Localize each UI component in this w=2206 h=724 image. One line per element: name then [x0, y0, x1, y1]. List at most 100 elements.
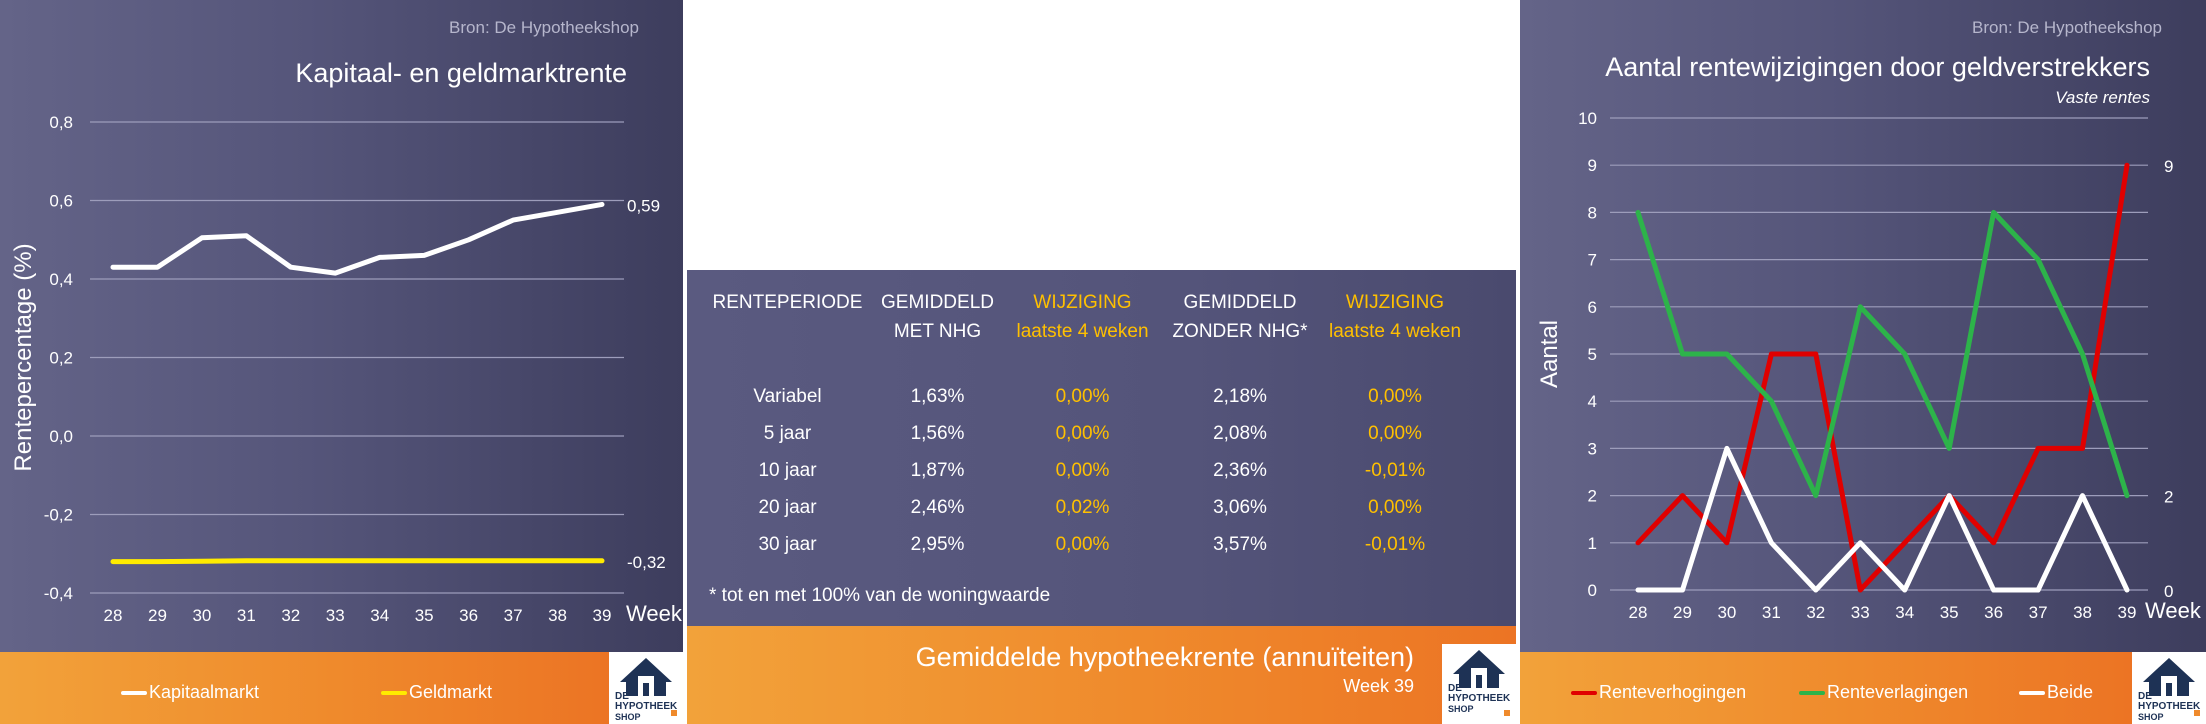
y-tick-label: 4 [1588, 392, 1597, 411]
y-tick-label: 0,2 [49, 349, 73, 368]
y-tick-label: 10 [1578, 109, 1597, 128]
header-wijziging-zonder: WIJZIGING laatste 4 weken [1328, 292, 1462, 342]
x-tick-label: 36 [1984, 603, 2003, 622]
y-tick-label: 0,6 [49, 192, 73, 211]
header-wijziging-met: WIJZIGING laatste 4 weken [1016, 292, 1149, 342]
x-tick-label: 39 [593, 606, 612, 625]
series-line-0 [110, 201, 605, 276]
legend-item-kapitaalmarkt: Kapitaalmarkt [121, 682, 259, 703]
legend-swatch [2019, 691, 2045, 696]
x-tick-label: 37 [504, 606, 523, 625]
mortgage-rate-panel: RENTEPERIODE GEMIDDELD MET NHG WIJZIGING l… [683, 0, 1520, 724]
x-axis-label: Week [626, 601, 683, 626]
x-tick-label: 30 [1717, 603, 1736, 622]
house-logo-icon [2143, 658, 2195, 696]
chart-subtitle: Vaste rentes [2055, 88, 2150, 107]
y-tick-label: 0,4 [49, 270, 73, 289]
hypotheekshop-logo: DE HYPOTHEEK SHOP [1442, 644, 1516, 724]
footnote: * tot en met 100% van de woningwaarde [709, 585, 1051, 606]
x-tick-label: 38 [2073, 603, 2092, 622]
series-line-1 [1635, 209, 2130, 499]
x-tick-label: 28 [104, 606, 123, 625]
y-tick-label: 0,8 [49, 113, 73, 132]
legend-swatch [381, 691, 407, 696]
y-tick-label: 8 [1588, 203, 1597, 222]
legend-bar: Renteverhogingen Renteverlagingen Beide [1520, 652, 2132, 724]
table-row: 5 jaar 1,56% 0,00% 2,08% 0,00% [763, 422, 1422, 444]
hypotheekshop-logo: DE HYPOTHEEK SHOP [609, 652, 683, 724]
series-line-2 [1635, 445, 2130, 593]
legend-item-geldmarkt: Geldmarkt [381, 682, 492, 703]
table-row: Variabel 1,63% 0,00% 2,18% 0,00% [753, 385, 1422, 407]
x-axis-label: Week [2145, 598, 2202, 623]
header-gemiddeld-zonder-nhg: GEMIDDELD ZONDER NHG* [1172, 292, 1308, 342]
series-line-1 [110, 558, 605, 565]
capital-money-market-chart: -0,4 -0,2 0,0 0,2 0,4 0,6 0,8 28 29 30 31 32 33 34 35 3… [10, 113, 683, 626]
table-week: Week 39 [1343, 676, 1414, 696]
x-tick-label: 32 [1806, 603, 1825, 622]
table-row: 30 jaar 2,95% 0,00% 3,57% -0,01% [758, 533, 1426, 555]
header-renteperiode: RENTEPERIODE [712, 292, 863, 313]
x-tick-label: 34 [370, 606, 389, 625]
end-value-label: 0,59 [627, 196, 660, 215]
x-tick-label: 36 [459, 606, 478, 625]
x-tick-label: 30 [192, 606, 211, 625]
legend-item-renteverhogingen: Renteverhogingen [1571, 682, 1746, 703]
x-tick-label: 34 [1895, 603, 1914, 622]
x-tick-label: 32 [281, 606, 300, 625]
rate-table-card: RENTEPERIODE GEMIDDELD MET NHG WIJZIGING l… [687, 270, 1516, 724]
table-header-row: RENTEPERIODE GEMIDDELD MET NHG WIJZIGING l… [705, 288, 1470, 346]
y-tick-label: 9 [1588, 156, 1597, 175]
capital-money-market-panel: Bron: De Hypotheekshop Kapitaal- en geld… [0, 0, 683, 724]
source-label: Bron: De Hypotheekshop [1972, 18, 2162, 37]
x-tick-label: 29 [1673, 603, 1692, 622]
end-value-label: -0,32 [627, 553, 666, 572]
legend-swatch [121, 691, 147, 696]
house-logo-icon [620, 658, 672, 696]
end-value-label: 0 [2164, 582, 2173, 601]
y-tick-label: 7 [1588, 251, 1597, 270]
rate-changes-panel: Bron: De Hypotheekshop Aantal rentewijzi… [1520, 0, 2206, 724]
header-gemiddeld-met-nhg: GEMIDDELD MET NHG [881, 292, 994, 342]
legend-bar: Kapitaalmarkt Geldmarkt [0, 652, 610, 724]
table-title: Gemiddelde hypotheekrente (annuïteiten) [915, 642, 1414, 672]
legend-swatch [1571, 691, 1597, 696]
y-tick-label: 6 [1588, 298, 1597, 317]
x-tick-label: 33 [326, 606, 345, 625]
y-tick-label: 0,0 [49, 427, 73, 446]
table-row: 20 jaar 2,46% 0,02% 3,06% 0,00% [758, 496, 1422, 518]
table-footer: Gemiddelde hypotheekrente (annuïteiten) … [687, 626, 1516, 724]
legend-item-renteverlagingen: Renteverlagingen [1799, 682, 1968, 703]
y-tick-label: 2 [1588, 487, 1597, 506]
y-tick-label: 3 [1588, 439, 1597, 458]
y-axis-label: Rentepercentage (%) [10, 243, 37, 471]
y-tick-label: 1 [1588, 534, 1597, 553]
series-line-0 [1635, 162, 2130, 593]
end-value-label: 9 [2164, 157, 2173, 176]
y-tick-label: 5 [1588, 345, 1597, 364]
house-logo-icon [1453, 650, 1505, 688]
x-tick-label: 35 [415, 606, 434, 625]
y-tick-label: -0,4 [44, 584, 73, 603]
x-tick-label: 31 [237, 606, 256, 625]
x-tick-label: 28 [1629, 603, 1648, 622]
y-tick-label: -0,2 [44, 506, 73, 525]
x-tick-label: 29 [148, 606, 167, 625]
hypotheekshop-logo: DE HYPOTHEEK SHOP [2132, 652, 2206, 724]
x-tick-label: 39 [2118, 603, 2137, 622]
end-value-label: 2 [2164, 488, 2173, 507]
x-tick-label: 33 [1851, 603, 1870, 622]
y-axis-label: Aantal [1536, 320, 1563, 388]
legend-swatch [1799, 691, 1825, 696]
chart-title: Kapitaal- en geldmarktrente [295, 58, 627, 88]
x-tick-label: 35 [1940, 603, 1959, 622]
x-tick-label: 37 [2029, 603, 2048, 622]
chart-title: Aantal rentewijzigingen door geldverstre… [1605, 52, 2150, 82]
x-tick-label: 38 [548, 606, 567, 625]
source-label: Bron: De Hypotheekshop [449, 18, 639, 37]
table-row: 10 jaar 1,87% 0,00% 2,36% -0,01% [758, 459, 1426, 481]
legend-item-beide: Beide [2019, 682, 2093, 703]
rate-table: RENTEPERIODE GEMIDDELD MET NHG WIJZIGING l… [705, 288, 1470, 563]
x-tick-label: 31 [1762, 603, 1781, 622]
